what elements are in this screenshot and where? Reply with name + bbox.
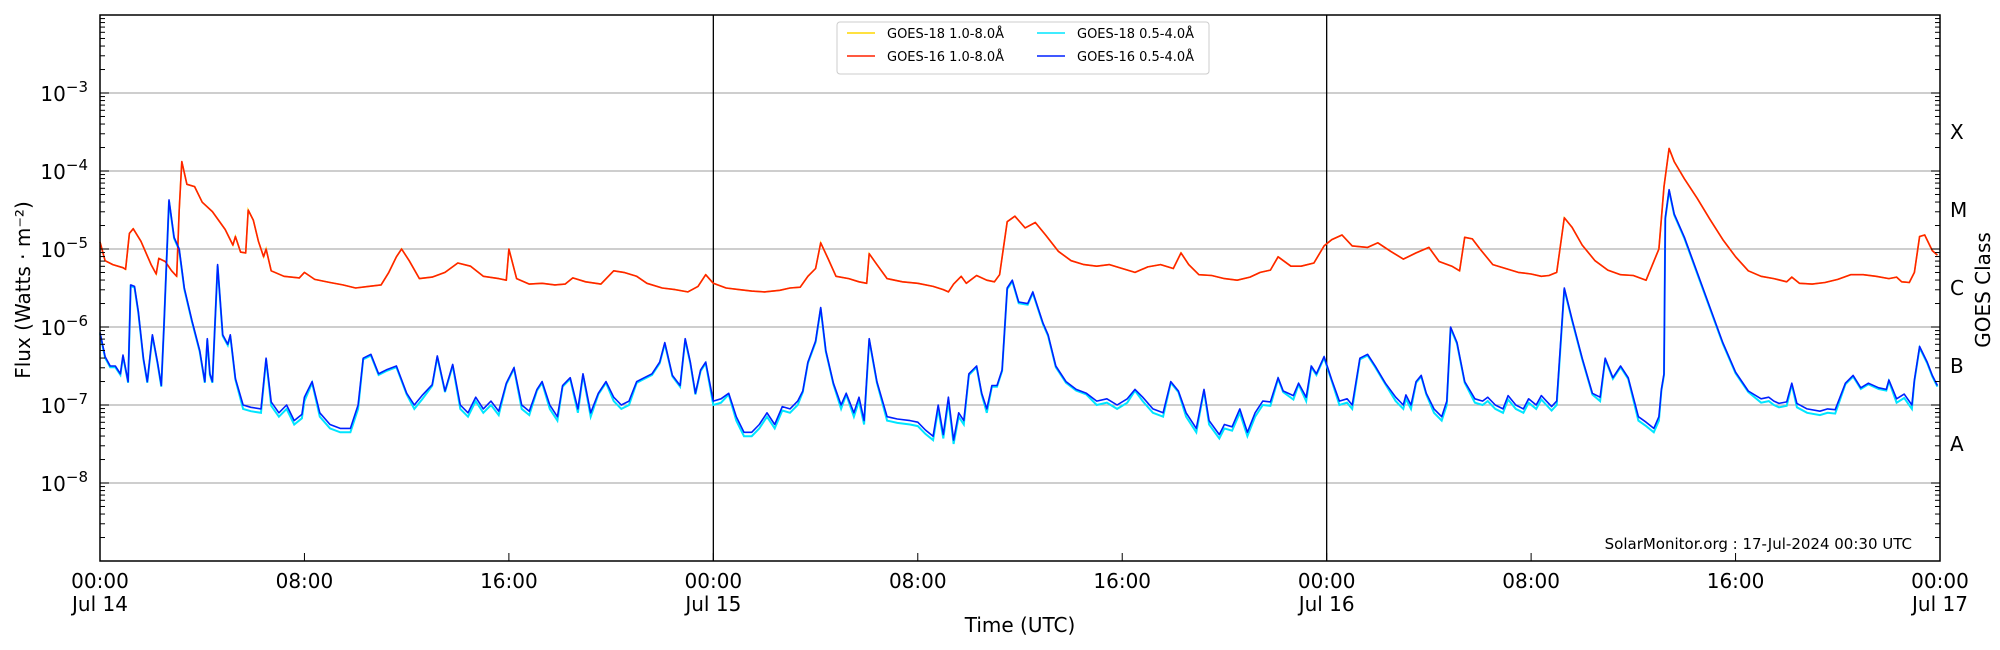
x-tick-time: 16:00 (1093, 569, 1151, 593)
x-tick-time: 16:00 (480, 569, 538, 593)
series-goes18-short (99, 190, 1939, 445)
y-tick-label: 10−3 (40, 78, 88, 106)
x-tick-date: Jul 15 (683, 592, 741, 616)
goes-class-m: M (1950, 198, 1967, 222)
right-axis-label: GOES Class (1971, 232, 1995, 348)
x-tick-time: 00:00 (685, 569, 743, 593)
y-tick-label: 10−4 (40, 156, 88, 184)
legend: GOES-18 1.0-8.0Å GOES-18 0.5-4.0Å GOES-16 … (836, 21, 1210, 75)
legend-entry: GOES-18 0.5-4.0Å (1077, 26, 1194, 42)
x-axis-label: Time (UTC) (964, 613, 1076, 637)
x-tick-time: 00:00 (71, 569, 129, 593)
y-axis-ticks: 10−3 10−4 10−5 10−6 10−7 10−8 (40, 18, 1940, 562)
legend-entry: GOES-18 1.0-8.0Å (887, 26, 1004, 42)
x-tick-time: 16:00 (1707, 569, 1765, 593)
series-goes16-long (99, 147, 1938, 293)
legend-entry: GOES-16 1.0-8.0Å (887, 49, 1004, 65)
plot-frame (99, 14, 1941, 562)
day-dividers (712, 15, 1328, 561)
goes-class-x: X (1950, 120, 1964, 144)
series-goes16-short (99, 188, 1939, 441)
x-tick-time: 08:00 (1502, 569, 1560, 593)
x-tick-time: 08:00 (276, 569, 334, 593)
goes-class-labels: X M C B A (1950, 120, 1967, 456)
y-tick-label: 10−7 (40, 390, 88, 418)
y-tick-label: 10−8 (40, 468, 88, 496)
series-lines (99, 147, 1939, 445)
x-tick-time: 00:00 (1911, 569, 1969, 593)
x-tick-date: Jul 14 (70, 592, 128, 616)
x-tick-time: 08:00 (889, 569, 947, 593)
x-tick-date: Jul 17 (1910, 592, 1968, 616)
y-axis-label: Flux (Watts · m⁻²) (11, 201, 35, 379)
x-tick-date: Jul 16 (1297, 592, 1355, 616)
gridlines (100, 92, 1940, 484)
x-tick-time: 00:00 (1298, 569, 1356, 593)
goes-class-b: B (1950, 354, 1964, 378)
goes-class-a: A (1950, 432, 1964, 456)
goes-class-c: C (1950, 276, 1964, 300)
y-tick-label: 10−5 (40, 234, 88, 262)
legend-box (836, 21, 1210, 75)
y-tick-label: 10−6 (40, 312, 88, 340)
legend-entry: GOES-16 0.5-4.0Å (1077, 49, 1194, 65)
credit-annotation: SolarMonitor.org : 17-Jul-2024 00:30 UTC (1605, 535, 1912, 553)
